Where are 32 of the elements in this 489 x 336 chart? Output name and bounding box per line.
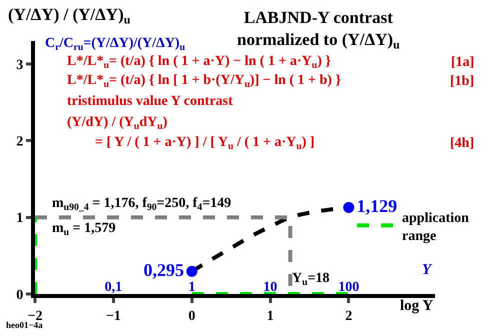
- x2-tick-label: 10: [263, 280, 278, 296]
- annotation: = [ Y / ( 1 + a·Y) ] / [ Y$_{u}$ / ( 1 + a·Y$_{u}$) ]: [95, 135, 315, 152]
- y-axis-title: (Y/ΔY) / (Y/ΔY)$_{u}$: [8, 5, 131, 27]
- x-tick-label: 1: [266, 308, 274, 324]
- annotation: L*/L*$_{u}$= (t/a) { ln ( 1 + a·Y) − ln ( 1 + a·Y$_{u}$) }: [67, 54, 332, 71]
- annotation: tristimulus value Y contrast: [67, 94, 234, 109]
- annotation: (Y/dY) / (Y$_{u}$dY$_{u}$): [67, 115, 168, 132]
- annotation: m$_{u}$ = 1,579: [52, 221, 116, 238]
- x2-axis-title: Y: [422, 262, 433, 278]
- y-tick-label: 1: [16, 211, 24, 226]
- annotation: m$_{u90_4}$ = 1,176, f$_{90}$=250, f$_{4}$=149: [52, 196, 232, 213]
- x-tick-label: 0: [188, 308, 196, 324]
- annotation: L*/L*$_{u}$= (t/a) { ln [ 1 + b·(Y/Y$_{u}$)] − ln ( 1 + b) }: [67, 73, 342, 90]
- x2-tick-label: 100: [338, 280, 360, 296]
- text: [4h]: [450, 136, 474, 151]
- annotation: Y$_{u}$=18: [292, 271, 330, 288]
- text: [1b]: [450, 74, 474, 89]
- chart-title: LABJND-Y contrast normalized to (Y/ΔY)$_{u}$: [237, 8, 400, 52]
- x2-tick-label: 1: [188, 280, 196, 296]
- data-label: 0,295: [143, 260, 184, 280]
- x-tick-label: −1: [106, 308, 121, 324]
- legend-label: application range: [402, 210, 470, 244]
- y-tick-label: 3: [16, 58, 24, 73]
- x-tick-label: 2: [345, 308, 352, 324]
- y-tick-label: 2: [16, 134, 24, 150]
- y-tick-label: 0: [16, 288, 24, 303]
- x2-tick-label: 0,1: [104, 280, 122, 296]
- data-label: 1,129: [356, 196, 398, 216]
- x-axis-title: log Y: [400, 298, 434, 314]
- text: [1a]: [451, 55, 474, 70]
- annotation: C$_{r}$/C$_{ru}$=(Y/ΔY)/(Y/ΔY)$_{u}$: [45, 36, 186, 53]
- text: heo01−4a: [6, 320, 44, 330]
